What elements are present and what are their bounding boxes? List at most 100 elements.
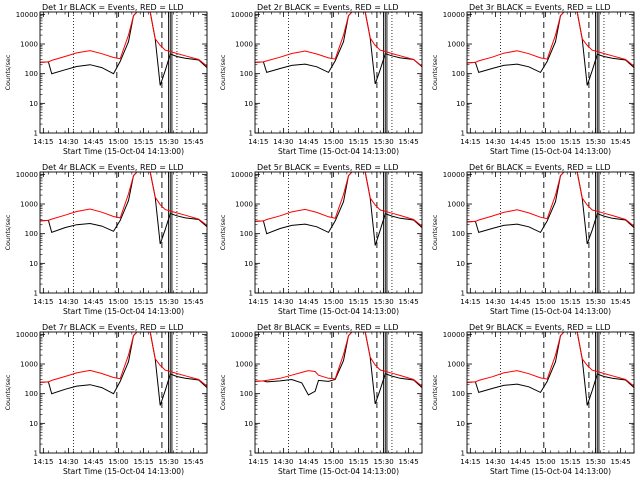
panel-title: Det 2r BLACK = Events, RED = LLD: [257, 3, 399, 12]
series-events-line: [255, 332, 422, 405]
series-lld-line: [40, 12, 207, 67]
x-tick-label: 15:00: [323, 298, 343, 306]
x-tick-label: 15:15: [560, 138, 580, 146]
y-axis-label: Counts/sec: [431, 374, 439, 410]
detector-panel-5: Det 5r BLACK = Events, RED = LLD Counts/s…: [219, 163, 423, 316]
detector-panel-4: Det 4r BLACK = Events, RED = LLD Counts/s…: [4, 163, 208, 316]
y-tick-label: 10000: [16, 11, 38, 19]
panel-title: Det 8r BLACK = Events, RED = LLD: [257, 323, 399, 332]
x-tick-label: 15:30: [158, 138, 178, 146]
x-tick-label: 14:45: [298, 458, 318, 466]
x-tick-label: 15:15: [348, 138, 368, 146]
y-tick-label: 10000: [443, 171, 465, 179]
y-tick-label: 1: [249, 450, 253, 458]
x-tick-label: 14:30: [58, 138, 78, 146]
x-tick-label: 15:30: [373, 298, 393, 306]
x-tick-label: 15:15: [133, 458, 153, 466]
y-tick-label: 100: [452, 230, 465, 238]
x-tick-label: 14:15: [460, 298, 480, 306]
y-tick-label: 1000: [20, 41, 38, 49]
plot-frame: [466, 331, 635, 454]
y-axis-label: Counts/sec: [431, 54, 439, 90]
y-tick-label: 1: [34, 130, 38, 138]
detector-panel-9: Det 9r BLACK = Events, RED = LLD Counts/s…: [431, 323, 635, 476]
y-tick-label: 10000: [443, 11, 465, 19]
x-tick-label: 15:00: [323, 138, 343, 146]
y-tick-label: 1: [461, 450, 465, 458]
y-tick-label: 1000: [235, 201, 253, 209]
x-tick-label: 14:15: [33, 298, 53, 306]
y-tick-label: 100: [452, 390, 465, 398]
y-tick-label: 10000: [16, 171, 38, 179]
x-tick-label: 14:30: [485, 138, 505, 146]
panel-title: Det 9r BLACK = Events, RED = LLD: [469, 323, 611, 332]
y-tick-label: 10: [456, 100, 465, 108]
x-axis-label: Start Time (15-Oct-04 14:13:00): [278, 467, 399, 476]
x-tick-label: 14:30: [485, 298, 505, 306]
plot-frame: [39, 331, 208, 454]
y-tick-label: 100: [452, 70, 465, 78]
series-lld-line: [467, 332, 634, 387]
x-tick-label: 14:15: [460, 138, 480, 146]
x-tick-label: 14:30: [485, 458, 505, 466]
x-tick-label: 14:15: [33, 458, 53, 466]
panel-title: Det 7r BLACK = Events, RED = LLD: [42, 323, 184, 332]
y-tick-label: 100: [240, 230, 253, 238]
x-tick-label: 15:30: [585, 458, 605, 466]
x-axis-label: Start Time (15-Oct-04 14:13:00): [490, 307, 611, 316]
y-tick-label: 10: [29, 260, 38, 268]
x-tick-label: 14:45: [510, 298, 530, 306]
plot-frame: [466, 11, 635, 134]
x-tick-label: 15:15: [560, 298, 580, 306]
x-axis-label: Start Time (15-Oct-04 14:13:00): [63, 467, 184, 476]
panel-title: Det 6r BLACK = Events, RED = LLD: [469, 163, 611, 172]
x-tick-label: 15:00: [323, 458, 343, 466]
y-tick-label: 10000: [443, 331, 465, 339]
y-tick-label: 10000: [16, 331, 38, 339]
y-tick-label: 10: [244, 420, 253, 428]
detector-panel-1: Det 1r BLACK = Events, RED = LLD Counts/s…: [4, 3, 208, 156]
x-tick-label: 14:45: [83, 138, 103, 146]
y-tick-label: 10000: [231, 171, 253, 179]
x-tick-label: 15:45: [399, 298, 419, 306]
x-tick-label: 14:15: [248, 458, 268, 466]
x-tick-label: 15:45: [611, 458, 631, 466]
x-tick-label: 15:15: [348, 458, 368, 466]
y-axis-label: Counts/sec: [219, 214, 227, 250]
x-tick-label: 15:15: [133, 298, 153, 306]
x-tick-label: 15:00: [108, 298, 128, 306]
detector-panel-2: Det 2r BLACK = Events, RED = LLD Counts/s…: [219, 3, 423, 156]
x-tick-label: 15:45: [399, 138, 419, 146]
y-tick-label: 10: [29, 100, 38, 108]
y-tick-label: 1000: [235, 41, 253, 49]
detector-panel-8: Det 8r BLACK = Events, RED = LLD Counts/s…: [219, 323, 423, 476]
panel-title: Det 3r BLACK = Events, RED = LLD: [469, 3, 611, 12]
y-tick-label: 10: [29, 420, 38, 428]
y-tick-label: 1: [249, 130, 253, 138]
plot-frame: [39, 11, 208, 134]
x-tick-label: 14:30: [58, 458, 78, 466]
x-tick-label: 14:15: [460, 458, 480, 466]
x-tick-label: 15:30: [158, 458, 178, 466]
y-tick-label: 1000: [447, 361, 465, 369]
x-tick-label: 14:30: [273, 298, 293, 306]
x-tick-label: 15:30: [373, 458, 393, 466]
x-tick-label: 14:15: [33, 138, 53, 146]
x-tick-label: 14:45: [298, 138, 318, 146]
x-tick-label: 14:45: [83, 298, 103, 306]
y-tick-label: 1000: [447, 41, 465, 49]
x-tick-label: 14:15: [248, 298, 268, 306]
series-lld-line: [40, 332, 207, 387]
x-tick-label: 15:15: [133, 138, 153, 146]
detector-panel-3: Det 3r BLACK = Events, RED = LLD Counts/s…: [431, 3, 635, 156]
plot-frame: [39, 171, 208, 294]
x-tick-label: 15:00: [108, 458, 128, 466]
x-tick-label: 14:45: [298, 298, 318, 306]
y-axis-label: Counts/sec: [219, 54, 227, 90]
y-tick-label: 100: [240, 70, 253, 78]
y-tick-label: 100: [240, 390, 253, 398]
x-axis-label: Start Time (15-Oct-04 14:13:00): [278, 147, 399, 156]
y-tick-label: 1: [461, 290, 465, 298]
x-tick-label: 14:30: [58, 298, 78, 306]
